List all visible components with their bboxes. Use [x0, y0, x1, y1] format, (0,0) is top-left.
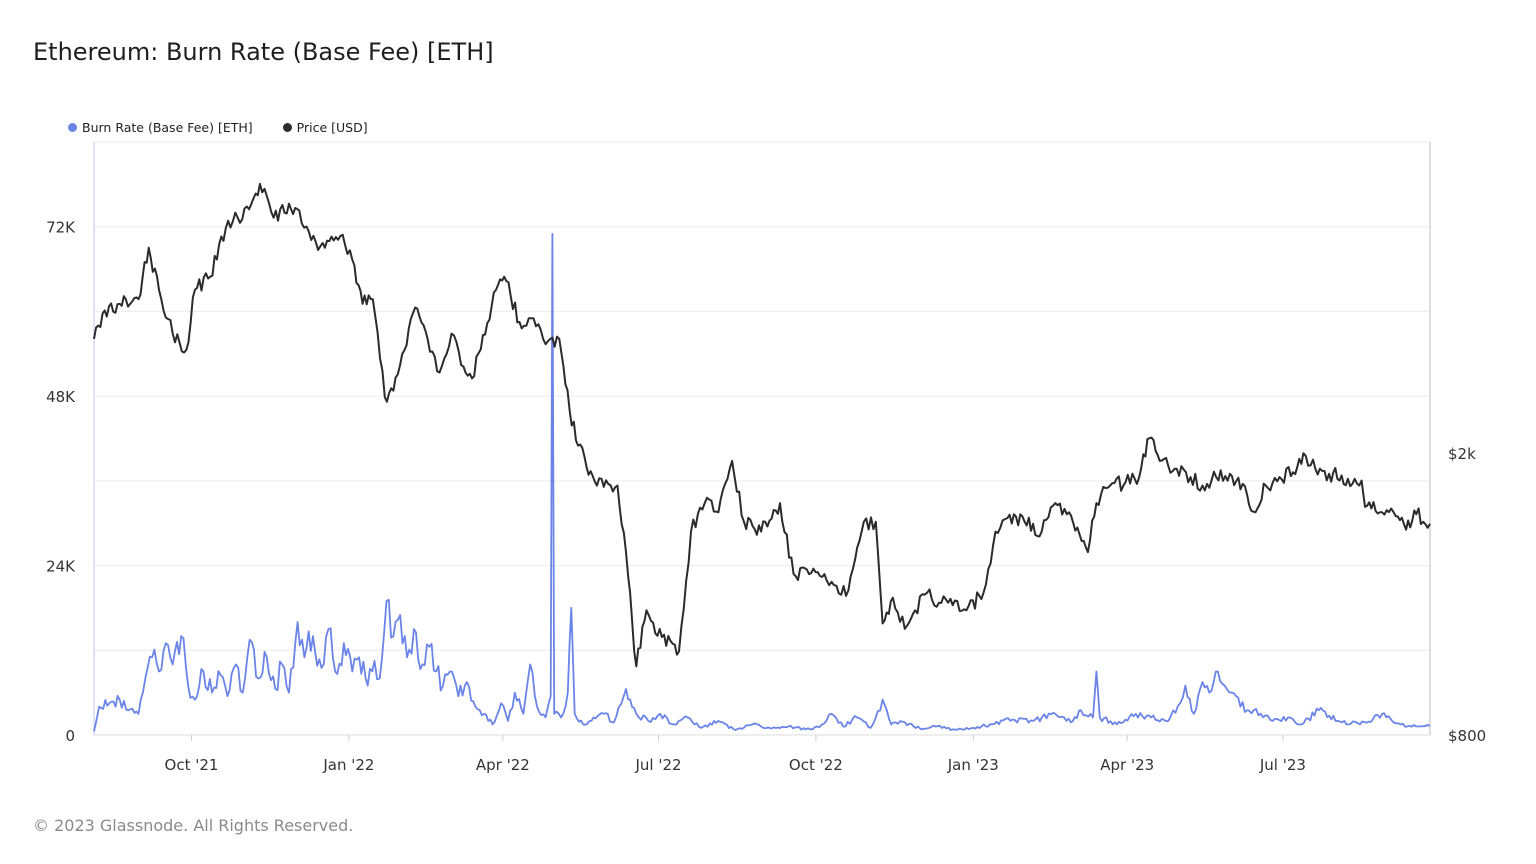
chart-series: [93, 182, 1431, 732]
price-series-line: [93, 182, 1431, 668]
legend-item-price[interactable]: Price [USD]: [282, 120, 368, 135]
y-left-tick-label: 48K: [46, 388, 76, 406]
legend-dot-burn-rate: [68, 123, 77, 132]
x-tick-label: Apr '23: [1100, 756, 1154, 774]
y-left-tick-label: 0: [65, 727, 75, 745]
y-right-tick-label: $800: [1448, 727, 1486, 745]
x-tick-label: Oct '22: [789, 756, 843, 774]
y-left-tick-label: 72K: [46, 219, 76, 237]
x-tick-label: Oct '21: [165, 756, 219, 774]
x-tick-label: Jan '23: [947, 756, 999, 774]
grid-lines: [94, 141, 1430, 651]
tick-labels: Oct '21 Jan '22 Apr '22 Jul '22 Oct '22 Jan '…: [46, 219, 1486, 774]
burn-rate-series-line: [93, 232, 1431, 732]
page-title: Ethereum: Burn Rate (Base Fee) [ETH]: [33, 38, 494, 66]
legend-label-price: Price [USD]: [296, 120, 368, 135]
x-tick-label: Apr '22: [476, 756, 530, 774]
x-tick-label: Jul '23: [1259, 756, 1306, 774]
legend-dot-price: [282, 123, 292, 132]
y-left-tick-label: 24K: [46, 558, 76, 576]
chart-legend: Burn Rate (Base Fee) [ETH] Price [USD]: [68, 120, 368, 135]
x-tick-label: Jan '22: [322, 756, 374, 774]
y-right-tick-label: $2k: [1448, 445, 1476, 463]
x-tick-label: Jul '22: [634, 756, 681, 774]
copyright-notice: © 2023 Glassnode. All Rights Reserved.: [33, 816, 354, 835]
chart-axes: [93, 142, 1431, 741]
legend-label-burn-rate: Burn Rate (Base Fee) [ETH]: [82, 120, 253, 135]
legend-item-burn-rate[interactable]: Burn Rate (Base Fee) [ETH]: [68, 120, 253, 135]
